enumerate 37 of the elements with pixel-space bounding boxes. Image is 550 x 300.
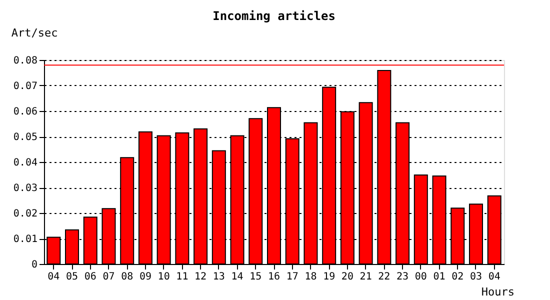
x-tick-label: 07 xyxy=(102,272,115,282)
y-tick-label: 0.01 xyxy=(13,234,38,245)
x-tick-label: 02 xyxy=(452,272,464,282)
x-tick-label: 01 xyxy=(433,272,446,282)
x-tick-label: 15 xyxy=(250,272,262,282)
x-tick-label: 20 xyxy=(341,272,354,282)
x-tick-label: 14 xyxy=(231,272,244,282)
x-tick-label: 04 xyxy=(488,272,500,282)
y-tick-label: 0.07 xyxy=(13,81,38,92)
x-tick-label: 10 xyxy=(158,272,170,282)
x-tick-label: 04 xyxy=(48,272,60,282)
y-tick-label: 0.06 xyxy=(13,106,38,118)
x-tick-label: 12 xyxy=(194,272,207,282)
y-tick-label: 0.03 xyxy=(13,183,38,194)
x-tick-label: 19 xyxy=(323,272,336,282)
y-tick-label: 0.04 xyxy=(13,158,38,168)
x-tick-label: 22 xyxy=(378,272,390,282)
x-tick-label: 21 xyxy=(360,272,372,282)
chart-title: Incoming articles xyxy=(212,9,336,23)
x-tick-label: 05 xyxy=(66,272,78,282)
y-tick-label: 0.08 xyxy=(13,56,38,66)
x-tick-label: 17 xyxy=(286,272,298,282)
x-tick-label: 03 xyxy=(470,272,482,282)
x-tick-label: 13 xyxy=(212,272,225,282)
x-axis-title: Hours xyxy=(481,286,514,298)
x-tick-label: 08 xyxy=(121,272,134,282)
y-tick-label: 0.05 xyxy=(13,132,38,143)
x-tick-label: 23 xyxy=(396,272,409,282)
y-axis-title: Art/sec xyxy=(11,26,58,40)
x-tick-label: 11 xyxy=(176,272,188,282)
x-tick-label: 16 xyxy=(268,272,280,282)
x-tick-label: 00 xyxy=(414,272,427,282)
y-tick-label: 0.02 xyxy=(13,208,38,220)
x-tick-label: 18 xyxy=(304,272,317,282)
y-tick-label: 0 xyxy=(31,260,38,270)
x-tick-label: 09 xyxy=(139,272,152,282)
x-tick-label: 06 xyxy=(84,272,96,282)
